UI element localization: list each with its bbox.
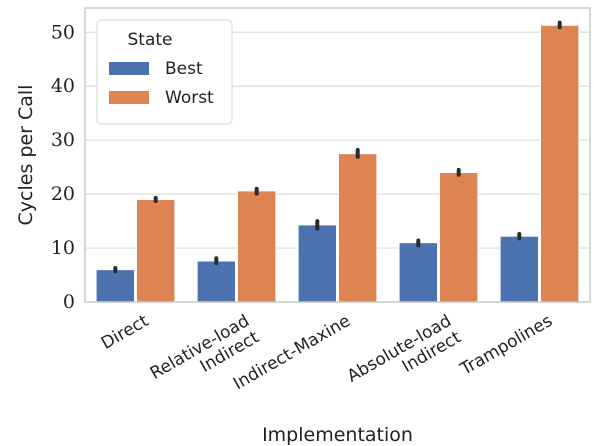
bar-best-4 — [499, 235, 540, 303]
y-tick-label: 40 — [51, 75, 75, 97]
legend-label-worst: Worst — [165, 88, 214, 108]
x-tick-label-line: Direct — [98, 311, 152, 354]
bar-worst-1 — [237, 190, 277, 303]
y-axis-label: Cycles per Call — [15, 85, 37, 226]
y-tick-label: 50 — [51, 21, 75, 43]
y-tick-label: 20 — [51, 183, 75, 205]
y-tick-label: 30 — [51, 129, 75, 151]
legend-label-best: Best — [165, 59, 203, 79]
legend: State Best Worst — [96, 19, 233, 125]
legend-swatch-worst — [109, 91, 149, 104]
plot-frame — [84, 7, 591, 303]
x-tick-label: Direct — [98, 311, 152, 354]
bar-worst-4 — [540, 24, 580, 303]
y-tick-label: 10 — [51, 237, 75, 259]
bar-worst-3 — [439, 172, 479, 303]
x-tick-label: Trampolines — [456, 311, 556, 380]
bar-best-3 — [398, 242, 439, 303]
bar-best-0 — [95, 269, 135, 303]
bar-worst-2 — [338, 153, 378, 303]
y-tick-label: 0 — [63, 291, 75, 313]
bar-best-2 — [297, 224, 338, 303]
bar-best-1 — [196, 260, 237, 303]
legend-swatch-best — [109, 62, 149, 75]
x-axis-label: Implementation — [262, 424, 413, 446]
legend-items: Best Worst — [109, 59, 214, 108]
legend-title: State — [128, 30, 173, 50]
errorbar-layer — [113, 20, 562, 274]
x-tick-label-line: Trampolines — [456, 311, 556, 380]
x-tick-labels: DirectRelative-loadIndirectIndirect-Maxi… — [98, 311, 556, 403]
bar-worst-0 — [136, 199, 176, 303]
y-tick-labels: 0 10 20 30 40 50 — [51, 21, 75, 313]
x-tick-label: Absolute-loadIndirect — [344, 311, 465, 403]
